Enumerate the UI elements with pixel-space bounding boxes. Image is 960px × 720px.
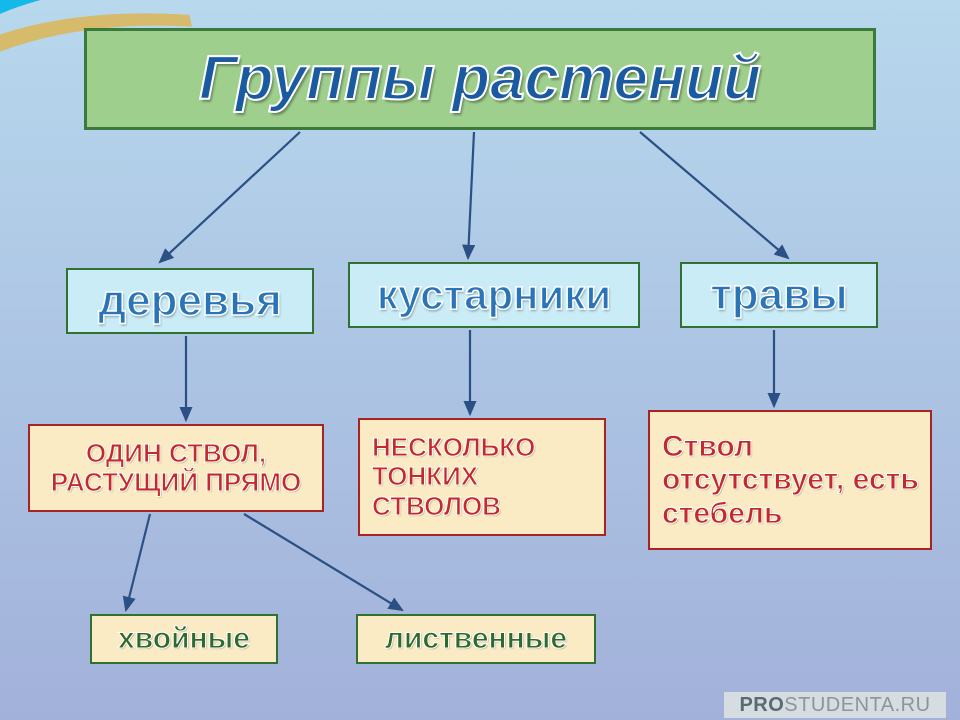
node-desc2-label: НЕСКОЛЬКО ТОНКИХ СТВОЛОВ	[372, 433, 596, 520]
node-leaf2: лиственные	[356, 614, 596, 664]
node-cat3-label: травы	[710, 270, 848, 319]
node-cat2-label: кустарники	[377, 271, 611, 318]
watermark-pro: PRO	[739, 694, 784, 717]
node-desc1-label: ОДИН СТВОЛ, РАСТУЩИЙ ПРЯМО	[38, 439, 314, 497]
node-title-label: Группы растений	[199, 44, 761, 113]
watermark-rest: STUDENTA.RU	[784, 694, 930, 717]
node-desc2: НЕСКОЛЬКО ТОНКИХ СТВОЛОВ	[358, 418, 606, 536]
node-desc3: Ствол отсутствует, есть стебель	[648, 410, 932, 550]
node-cat3: травы	[680, 262, 878, 328]
node-desc1: ОДИН СТВОЛ, РАСТУЩИЙ ПРЯМО	[28, 424, 324, 512]
node-leaf2-label: лиственные	[385, 622, 567, 656]
node-title: Группы растений	[84, 28, 876, 130]
node-leaf1-label: хвойные	[118, 622, 250, 656]
node-cat1: деревья	[66, 268, 314, 334]
node-leaf1: хвойные	[90, 614, 278, 664]
node-cat1-label: деревья	[98, 276, 282, 325]
watermark: PROSTUDENTA.RU	[724, 692, 946, 718]
node-cat2: кустарники	[348, 262, 640, 328]
node-desc3-label: Ствол отсутствует, есть стебель	[662, 430, 922, 531]
